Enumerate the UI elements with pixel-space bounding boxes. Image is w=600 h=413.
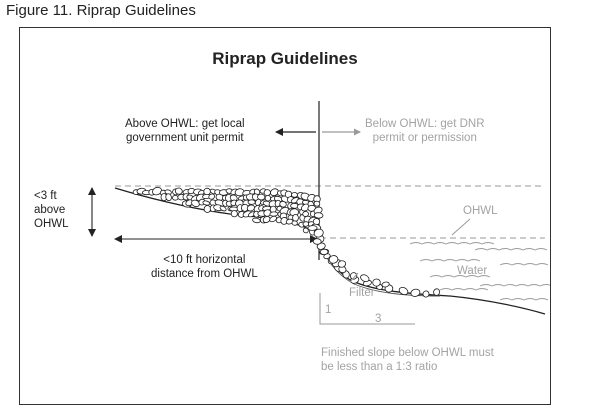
slope-note: Finished slope below OHWL must be less t… bbox=[321, 347, 494, 373]
wave-line bbox=[474, 248, 548, 251]
riprap-stone bbox=[246, 204, 255, 212]
height-limit-label: <3 ft above OHWL bbox=[34, 190, 69, 230]
riprap-stone bbox=[285, 218, 294, 225]
water-label: Water bbox=[457, 265, 488, 277]
riprap-stone bbox=[381, 281, 390, 288]
riprap-diagram bbox=[88, 101, 550, 325]
riprap-stone bbox=[291, 220, 298, 226]
riprap-stone bbox=[337, 260, 347, 268]
riprap-stone bbox=[422, 290, 430, 298]
wave-line bbox=[499, 263, 549, 266]
diagram-frame: Riprap Guidelines Above OHWL: get local … bbox=[19, 27, 551, 405]
riprap-stone bbox=[312, 238, 322, 245]
riprap-stone bbox=[262, 216, 271, 223]
ohwl-label: OHWL bbox=[463, 205, 498, 217]
slope-ratio-triangle bbox=[319, 293, 415, 325]
figure-caption: Figure 11. Riprap Guidelines bbox=[6, 2, 196, 19]
riprap-rocks bbox=[132, 186, 441, 298]
riprap-stone bbox=[319, 248, 329, 256]
riprap-stone bbox=[152, 186, 162, 196]
riprap-stone bbox=[360, 274, 370, 283]
wave-line bbox=[409, 242, 495, 245]
wave-line bbox=[499, 298, 549, 301]
above-ohwl-label: Above OHWL: get local government unit pe… bbox=[125, 118, 245, 144]
riprap-stone bbox=[307, 225, 318, 231]
riprap-stone bbox=[191, 199, 200, 208]
filter-label: Filter bbox=[349, 287, 375, 299]
riprap-stone bbox=[252, 217, 261, 224]
water-waves bbox=[409, 242, 550, 301]
riprap-stone bbox=[292, 214, 299, 222]
riprap-stone bbox=[230, 210, 238, 218]
riprap-stone bbox=[165, 193, 172, 202]
riprap-stone bbox=[270, 188, 279, 196]
riprap-stone bbox=[328, 255, 339, 264]
riprap-stone bbox=[263, 189, 271, 197]
wave-line bbox=[479, 284, 550, 287]
riprap-stone bbox=[302, 227, 309, 234]
wave-line bbox=[419, 259, 481, 262]
filter-leader-line bbox=[349, 272, 359, 283]
riprap-stone bbox=[174, 187, 183, 195]
riprap-stone bbox=[219, 205, 227, 212]
riprap-stone bbox=[172, 194, 179, 201]
diagram-title: Riprap Guidelines bbox=[212, 49, 358, 68]
riprap-stone bbox=[433, 288, 441, 296]
riprap-stone bbox=[313, 200, 321, 207]
riprap-stone bbox=[398, 287, 409, 295]
riprap-stone bbox=[313, 212, 324, 219]
horizontal-limit-label: <10 ft horizontal distance from OHWL bbox=[151, 254, 258, 280]
below-ohwl-label: Below OHWL: get DNR permit or permission bbox=[365, 118, 485, 144]
ohwl-leader-line bbox=[451, 218, 471, 236]
riprap-stone bbox=[257, 193, 266, 201]
riprap-stone bbox=[208, 193, 215, 200]
riprap-stone bbox=[202, 200, 211, 206]
riprap-stone bbox=[269, 211, 279, 217]
slope-run-label: 3 bbox=[375, 313, 382, 325]
riprap-stone bbox=[269, 215, 277, 223]
wave-line bbox=[429, 275, 491, 278]
riprap-stone bbox=[264, 194, 272, 202]
riprap-stone bbox=[372, 278, 381, 287]
riprap-stone bbox=[410, 288, 421, 297]
riprap-stone bbox=[279, 200, 287, 208]
wave-line bbox=[439, 288, 489, 291]
riprap-stone bbox=[313, 228, 324, 238]
slope-rise-label: 1 bbox=[325, 304, 332, 316]
shoreline-slope bbox=[315, 232, 546, 315]
riprap-stone bbox=[291, 192, 298, 198]
riprap-stone bbox=[247, 199, 256, 205]
